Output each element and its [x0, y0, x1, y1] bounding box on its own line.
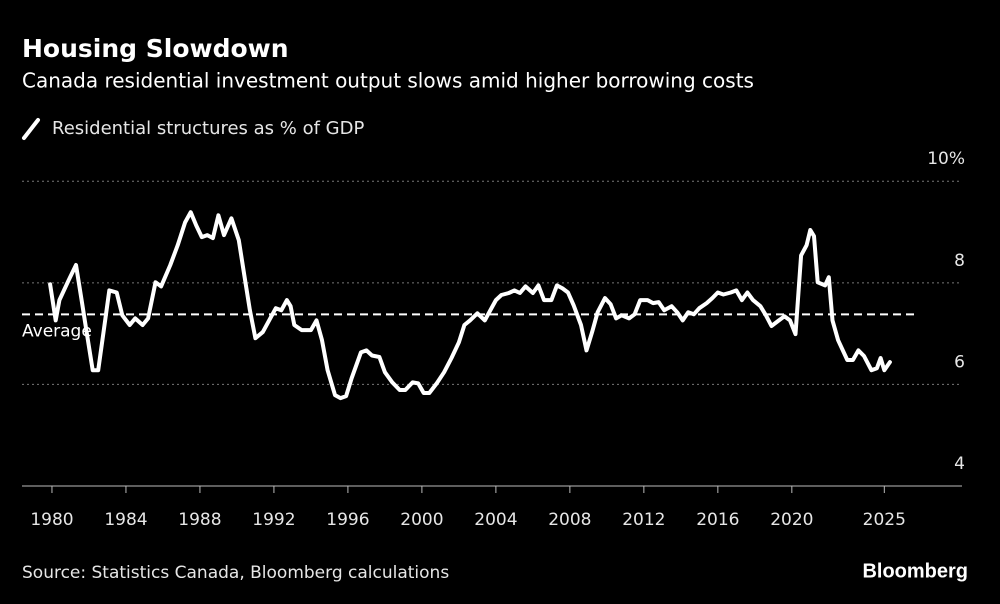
- legend-swatch: [22, 118, 40, 140]
- x-tick-label: 1984: [104, 510, 147, 530]
- y-tick-label: 4: [954, 454, 965, 474]
- x-tick-label: 2008: [548, 510, 591, 530]
- y-tick-label: 6: [954, 352, 965, 372]
- chart-title: Housing Slowdown: [22, 34, 289, 63]
- x-tick-label: 1988: [178, 510, 221, 530]
- x-tick-label: 2012: [622, 510, 665, 530]
- x-tick-label: 1980: [30, 510, 73, 530]
- chart-subtitle: Canada residential investment output slo…: [22, 69, 754, 93]
- x-tick-label: 2000: [400, 510, 443, 530]
- x-tick-label: 2016: [696, 510, 739, 530]
- x-tick-label: 2025: [863, 510, 906, 530]
- x-tick-label: 2004: [474, 510, 517, 530]
- legend-label: Residential structures as % of GDP: [52, 118, 364, 139]
- source: Source: Statistics Canada, Bloomberg cal…: [22, 563, 449, 583]
- average-label: Average: [22, 321, 92, 341]
- data-line: [48, 210, 892, 401]
- x-tick-label: 1992: [252, 510, 295, 530]
- y-tick-label: 10%: [927, 149, 965, 169]
- y-tick-label: 8: [954, 251, 965, 271]
- x-tick-label: 1996: [326, 510, 369, 530]
- x-tick-label: 2020: [770, 510, 813, 530]
- logo: Bloomberg: [862, 560, 968, 582]
